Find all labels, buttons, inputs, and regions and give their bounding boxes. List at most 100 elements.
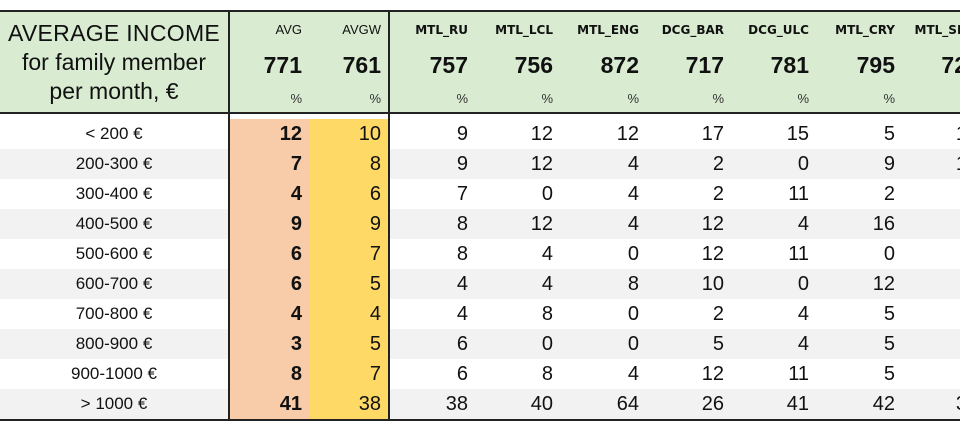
column-unit: % (290, 91, 302, 106)
column-header: MTL_LCL 756% (476, 12, 561, 112)
table-cell: 4 (797, 213, 809, 235)
table-cell: 12 (701, 363, 724, 385)
table-cell: 4 (456, 303, 468, 325)
column-name: AVG (275, 22, 303, 37)
table-bottom-border (0, 419, 960, 421)
title-line-1: AVERAGE INCOME (7, 19, 221, 46)
table-cell: 1 (903, 119, 960, 149)
table-cell: 11 (788, 243, 809, 265)
table-cell (903, 239, 960, 269)
income-range-label: 800-900 € (75, 334, 153, 353)
column-average-value: 872 (600, 52, 639, 78)
table-cell: 12 (872, 273, 895, 295)
column-name: MTL_SH (914, 23, 960, 37)
table-cell: 0 (627, 303, 639, 325)
table-cell: 4 (627, 153, 639, 175)
table-cell: 12 (530, 123, 553, 145)
table-cell: 11 (788, 183, 809, 205)
table-row: 300-400 €4 6 7 0 4 2 11 2 (0, 179, 960, 209)
table-cell: 17 (701, 123, 724, 145)
column-header: MTL_CRY 795% (817, 12, 903, 112)
table-cell: 4 (797, 333, 809, 355)
column-divider (388, 10, 390, 420)
table-cell: 1 (903, 149, 960, 179)
table-cell: 12 (701, 213, 724, 235)
table-cell: 8 (310, 149, 389, 179)
table-cell: 5 (310, 329, 389, 359)
column-unit: % (883, 91, 895, 106)
table-cell: 2 (712, 303, 724, 325)
title-line-3: per month, € (49, 77, 179, 104)
table-cell: 6 (230, 239, 310, 269)
column-unit: % (541, 91, 553, 106)
table-cell: 26 (701, 393, 724, 415)
income-range-label: 900-1000 € (70, 364, 158, 383)
table-cell: 8 (541, 363, 553, 385)
column-header: MTL_SH 72 (903, 12, 960, 112)
table-cell: 0 (541, 183, 553, 205)
table-cell (903, 299, 960, 329)
table-cell: 6 (310, 179, 389, 209)
column-average-value: 771 (263, 52, 302, 78)
table-cell: 8 (627, 273, 639, 295)
table-cell: 6 (456, 363, 468, 385)
table-cell: 7 (456, 183, 468, 205)
income-range-label: 700-800 € (75, 304, 153, 323)
income-range-label: < 200 € (85, 124, 143, 143)
table-row: 500-600 € 6 7 8 4 0 12 11 0 (0, 239, 960, 269)
table-row: 600-700 € 6 5 4 4 8 10 0 12 (0, 269, 960, 299)
table-cell: 0 (797, 273, 809, 295)
table-cell: 4 (541, 243, 553, 265)
table-cell: 4 (627, 183, 639, 205)
table-cell: 4 (310, 299, 389, 329)
table-cell: 5 (310, 269, 389, 299)
table-cell: 41 (786, 393, 809, 415)
table-cell: 10 (310, 119, 389, 149)
table-row: 700-800 €4 4 4 8 0 2 4 5 (0, 299, 960, 329)
table-cell: 11 (788, 363, 809, 385)
table-cell: 7 (310, 239, 389, 269)
table-cell: 4 (627, 363, 639, 385)
table-cell: 9 (456, 123, 468, 145)
table-cell (903, 179, 960, 209)
column-name: MTL_LCL (495, 23, 553, 37)
income-range-label: 200-300 € (75, 154, 153, 173)
table-cell: 12 (230, 119, 310, 149)
column-header: MTL_RU 757% (389, 12, 476, 112)
table-row: 200-300 €7891242091 (0, 149, 960, 179)
table-cell: 40 (530, 393, 553, 415)
table-cell: 0 (797, 153, 809, 175)
table-cell: 12 (530, 153, 553, 175)
column-average-value: 756 (514, 52, 553, 78)
column-header: DCG_ULC 781% (732, 12, 817, 112)
table-header: AVERAGE INCOME for family member per mon… (0, 10, 960, 114)
table-row: 900-1000 €8 7 6 8 4 12 11 5 (0, 359, 960, 389)
column-name: MTL_RU (415, 23, 468, 37)
income-range-label: 400-500 € (75, 214, 153, 233)
table-cell (903, 269, 960, 299)
table-cell: 3 (230, 329, 310, 359)
column-header: AVGW 761% (310, 12, 389, 112)
table-cell: 4 (541, 273, 553, 295)
table-cell: 41 (230, 389, 310, 419)
column-name: DCG_ULC (748, 23, 809, 37)
table-cell: 8 (541, 303, 553, 325)
table-cell: 5 (883, 303, 895, 325)
table-cell: 9 (310, 209, 389, 239)
table-cell: 38 (310, 389, 389, 419)
table-cell: 4 (456, 273, 468, 295)
column-unit: % (627, 91, 639, 106)
table-cell: 12 (530, 213, 553, 235)
column-name: AVGW (342, 22, 381, 37)
table-cell: 10 (701, 273, 724, 295)
income-range-label: 300-400 € (75, 184, 153, 203)
column-header: AVG 771% (230, 12, 310, 112)
table-cell: 5 (883, 123, 895, 145)
table-cell (903, 329, 960, 359)
table-cell: 0 (627, 243, 639, 265)
income-range-label: 500-600 € (75, 244, 153, 263)
column-name: DCG_BAR (661, 23, 724, 37)
table-cell: 3 (903, 389, 960, 419)
table-cell (903, 359, 960, 389)
table-cell: 6 (230, 269, 310, 299)
